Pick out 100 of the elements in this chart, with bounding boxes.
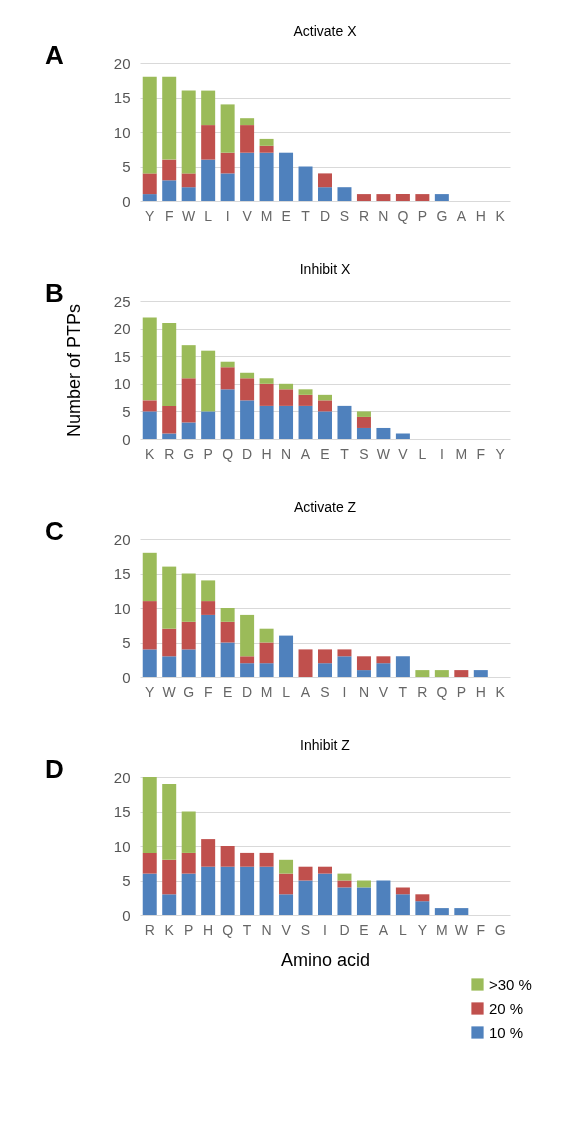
bar <box>298 405 313 439</box>
bar <box>142 173 157 195</box>
bar <box>454 908 469 915</box>
bar <box>181 378 196 423</box>
x-tick-label: D <box>319 207 331 224</box>
y-tick-label: 10 <box>113 375 131 393</box>
bar <box>395 194 410 201</box>
bar <box>415 194 430 201</box>
bar <box>220 621 235 643</box>
bar <box>395 656 410 677</box>
bar <box>142 411 157 439</box>
x-tick-label: V <box>281 921 292 938</box>
bar <box>181 173 196 188</box>
bar <box>201 411 216 439</box>
bar <box>181 621 196 650</box>
bar <box>142 852 157 874</box>
bar <box>240 152 255 201</box>
bar <box>259 642 274 664</box>
x-tick-label: A <box>300 683 311 700</box>
x-tick-label: S <box>359 445 369 462</box>
bar <box>279 405 294 439</box>
legend-label: >30 % <box>489 975 532 993</box>
x-tick-label: A <box>378 921 389 938</box>
x-tick-label: W <box>162 683 177 700</box>
bar <box>318 663 332 677</box>
bar <box>201 125 216 160</box>
bar <box>298 880 313 915</box>
x-tick-label: N <box>280 445 292 462</box>
x-tick-label: F <box>476 445 486 462</box>
y-tick-label: 0 <box>122 192 131 210</box>
x-tick-label: R <box>358 207 370 224</box>
text: A <box>45 40 64 70</box>
bar <box>240 378 255 401</box>
x-tick-label: V <box>398 445 409 462</box>
bar <box>201 866 216 915</box>
bar <box>162 566 177 629</box>
bar <box>201 601 216 615</box>
bar <box>220 173 235 201</box>
bar <box>279 152 294 201</box>
bar <box>356 427 371 439</box>
x-tick-label: K <box>495 683 506 700</box>
bar <box>162 159 177 181</box>
bar <box>220 104 235 153</box>
bar <box>220 642 235 677</box>
bar <box>162 894 177 915</box>
x-tick-label: A <box>300 445 311 462</box>
bar <box>279 389 294 406</box>
bar <box>181 873 196 915</box>
bar <box>142 777 157 853</box>
x-tick-label: T <box>398 683 408 700</box>
x-tick-label: P <box>456 683 466 700</box>
y-tick-label: 15 <box>113 803 131 820</box>
y-tick-label: 5 <box>122 872 131 889</box>
bar <box>240 866 255 915</box>
bar <box>240 125 255 153</box>
bar <box>162 180 177 201</box>
bar <box>434 670 449 677</box>
bar <box>181 852 196 874</box>
bar <box>162 628 177 657</box>
x-tick-label: K <box>495 207 506 224</box>
x-tick-label: F <box>164 207 174 224</box>
bar <box>356 670 371 677</box>
x-tick-label: M <box>436 921 448 938</box>
bar <box>337 656 352 677</box>
text: D <box>45 754 64 784</box>
bar <box>259 405 274 439</box>
x-tick-label: D <box>242 445 253 462</box>
legend-label: 10 % <box>489 1023 524 1041</box>
bar <box>201 580 216 602</box>
bar <box>201 839 216 867</box>
x-tick-label: L <box>282 683 291 700</box>
bar <box>434 194 449 201</box>
bar <box>240 118 255 126</box>
bar <box>298 389 313 395</box>
bar <box>142 317 157 401</box>
bar <box>376 880 391 915</box>
bar <box>142 552 157 602</box>
bar <box>318 173 332 188</box>
bar <box>162 783 177 860</box>
bar <box>240 614 255 657</box>
bar <box>279 894 294 915</box>
bar <box>318 873 332 915</box>
x-tick-label: K <box>164 921 175 938</box>
x-tick-label: V <box>242 207 253 224</box>
bar <box>240 656 255 664</box>
bar <box>376 663 391 677</box>
bar <box>201 159 216 201</box>
bar <box>201 614 216 677</box>
bar <box>162 76 177 160</box>
bar <box>415 894 430 902</box>
x-tick-label: S <box>339 207 350 224</box>
x-tick-label: D <box>339 921 350 938</box>
bar <box>395 433 410 439</box>
bar <box>220 389 235 439</box>
bar <box>201 90 216 126</box>
bar <box>220 608 235 622</box>
legend-label: 20 % <box>489 999 524 1017</box>
x-tick-label: F <box>203 683 213 700</box>
bar <box>356 194 371 201</box>
bar <box>162 859 177 895</box>
